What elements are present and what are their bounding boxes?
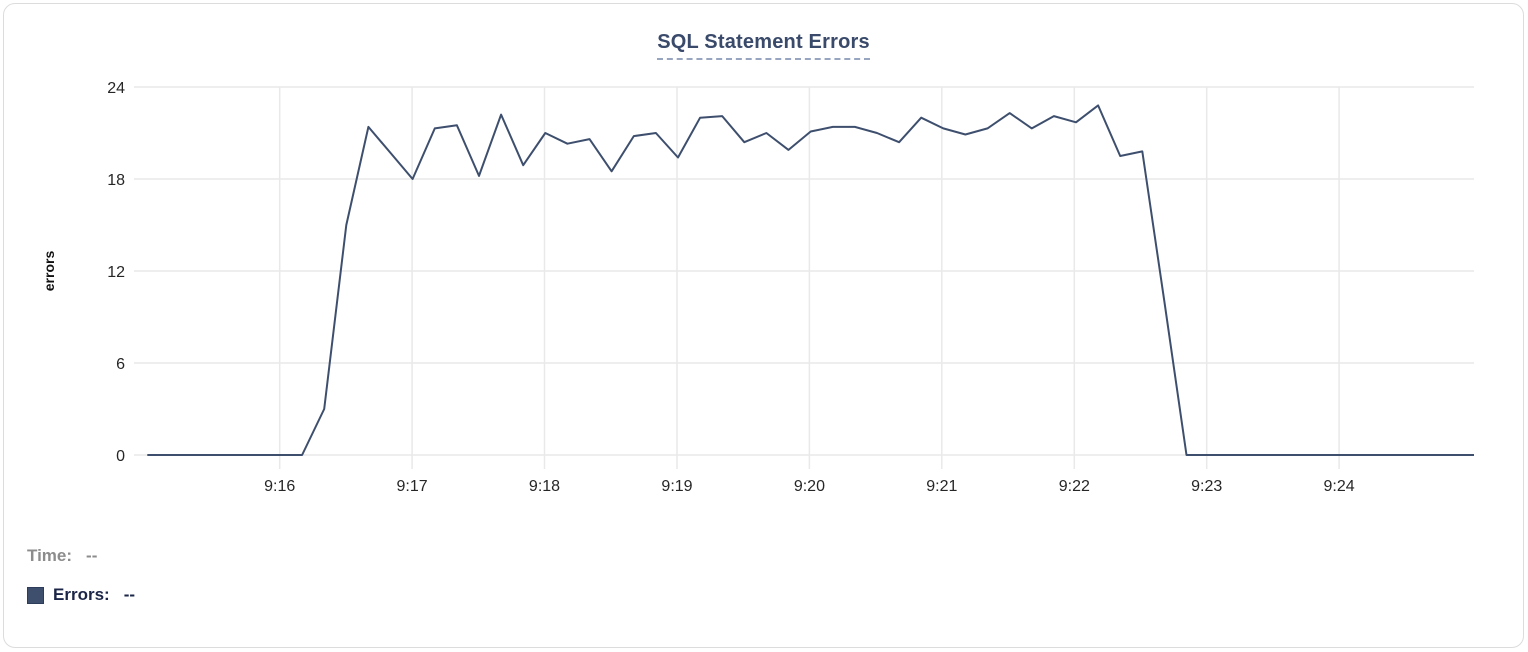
time-readout: Time: -- (27, 546, 97, 566)
chart-title-link[interactable]: SQL Statement Errors (657, 31, 870, 60)
x-tick-922: 9:22 (1059, 478, 1090, 495)
chart-header: SQL Statement Errors (4, 31, 1523, 60)
time-readout-label: Time: (27, 546, 73, 565)
y-tick-18: 18 (107, 172, 125, 189)
x-tick-924: 9:24 (1324, 478, 1355, 495)
errors-legend-swatch (27, 586, 44, 604)
x-tick-921: 9:21 (926, 478, 957, 495)
y-tick-6: 6 (116, 356, 125, 373)
horizontal-gridlines (134, 86, 1474, 456)
x-tick-923: 9:23 (1191, 478, 1222, 495)
vertical-gridlines (278, 87, 1340, 469)
y-tick-0: 0 (116, 448, 125, 465)
time-readout-value: -- (86, 546, 98, 565)
y-tick-12: 12 (107, 264, 125, 281)
sql-errors-chart[interactable]: 24 18 12 6 0 9:16 9:17 9:18 9:19 9:20 9:… (4, 4, 1524, 516)
chart-card: SQL Statement Errors 24 18 12 (3, 3, 1524, 648)
x-tick-919: 9:19 (661, 478, 692, 495)
x-tick-920: 9:20 (794, 478, 825, 495)
y-axis-tick-labels: 24 18 12 6 0 (107, 80, 125, 465)
x-tick-917: 9:17 (397, 478, 428, 495)
errors-readout-label: Errors: (53, 585, 110, 604)
x-tick-916: 9:16 (264, 478, 295, 495)
x-axis-tick-labels: 9:16 9:17 9:18 9:19 9:20 9:21 9:22 9:23 … (264, 478, 1355, 495)
errors-readout-value: -- (123, 585, 136, 604)
y-axis-title: errors (41, 251, 57, 292)
errors-series-line (147, 104, 1474, 456)
x-tick-918: 9:18 (529, 478, 560, 495)
y-tick-24: 24 (107, 80, 125, 97)
errors-readout: Errors: -- (27, 585, 135, 605)
